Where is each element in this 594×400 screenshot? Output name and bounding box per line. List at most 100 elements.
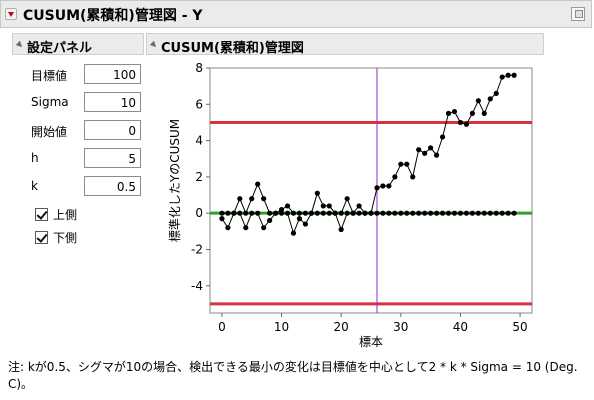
lower-series-point xyxy=(326,210,332,216)
lower-series-point xyxy=(493,210,499,216)
upper-series-point xyxy=(356,203,362,209)
upper-series-point xyxy=(386,183,392,189)
sigma-input[interactable] xyxy=(84,92,141,112)
upper-series-point xyxy=(416,147,422,153)
lower-series-point xyxy=(481,210,487,216)
upper-series-point xyxy=(433,152,440,158)
target-label: 目標値 xyxy=(31,69,68,83)
start-value-input[interactable] xyxy=(84,120,141,140)
upper-series-point xyxy=(493,90,499,97)
upper-series-point xyxy=(249,196,255,202)
lower-series-point xyxy=(272,210,279,216)
y-tick-label: 6 xyxy=(195,97,203,111)
lower-series-point xyxy=(392,210,398,216)
target-input[interactable] xyxy=(84,64,141,84)
lower-series-point xyxy=(487,210,493,216)
y-tick-label: 8 xyxy=(195,61,203,75)
upper-series-point xyxy=(267,210,273,216)
lower-series-point xyxy=(344,210,350,216)
upper-series-point xyxy=(261,196,267,202)
upper-checkbox-label: 上側 xyxy=(53,208,78,222)
lower-series-point xyxy=(284,210,291,216)
lower-series-point xyxy=(410,210,416,216)
lower-series-point xyxy=(296,216,303,222)
lower-series-point xyxy=(398,210,404,216)
lower-series-point xyxy=(380,210,386,216)
lower-series-point xyxy=(386,210,392,216)
x-tick-label: 10 xyxy=(274,320,289,334)
upper-series-point xyxy=(344,196,350,202)
upper-series-point xyxy=(380,183,386,189)
lower-series-point xyxy=(433,210,440,216)
x-tick-label: 40 xyxy=(453,320,468,334)
note-text: 注: kが0.5、シグマが10の場合、検出できる最小の変化は目標値を中心として2… xyxy=(8,360,578,391)
x-tick-label: 20 xyxy=(334,320,349,334)
upper-series-point xyxy=(314,190,320,196)
upper-series-point xyxy=(475,98,481,104)
lower-checkbox[interactable] xyxy=(35,231,48,244)
y-axis-label: 標準化したYのCUSUM xyxy=(167,119,182,242)
upper-series-point xyxy=(439,134,446,140)
upper-series-point xyxy=(296,210,303,216)
report-title: CUSUM(累積和)管理図 - Y xyxy=(23,8,203,24)
upper-series-point xyxy=(481,110,487,116)
lower-series-point xyxy=(445,210,452,216)
h-label: h xyxy=(31,151,39,165)
upper-series-point xyxy=(445,110,452,116)
upper-series-point xyxy=(398,161,404,167)
lower-series-point xyxy=(225,225,231,231)
lower-series-point xyxy=(374,210,380,216)
red-triangle-menu-icon[interactable] xyxy=(5,8,17,20)
y-tick-label: 2 xyxy=(195,170,203,184)
upper-series-point xyxy=(410,174,416,180)
lower-series-point xyxy=(439,210,446,216)
upper-checkbox[interactable] xyxy=(35,208,48,221)
lower-series-point xyxy=(249,210,255,216)
upper-series-point xyxy=(511,72,517,78)
lower-series-point xyxy=(320,210,326,216)
upper-series-point xyxy=(302,210,309,216)
y-tick-label: -4 xyxy=(191,279,203,293)
upper-series-point xyxy=(469,110,475,116)
chart-panel-header[interactable]: CUSUM(累積和)管理図 xyxy=(146,33,544,56)
lower-series-point xyxy=(332,210,338,216)
lower-series-point xyxy=(290,230,297,236)
upper-series-point xyxy=(225,210,231,216)
lower-series-point xyxy=(457,210,464,216)
report-title-bar: CUSUM(累積和)管理図 - Y xyxy=(0,0,592,28)
sigma-label: Sigma xyxy=(31,95,69,109)
lower-series-point xyxy=(451,210,458,216)
lower-series-point xyxy=(261,225,267,231)
upper-series-point xyxy=(457,119,464,126)
lower-series-point xyxy=(475,210,481,216)
lower-series-point xyxy=(308,210,314,216)
lower-series-point xyxy=(368,210,374,216)
lower-series-point xyxy=(231,210,237,216)
upper-series-point xyxy=(404,161,410,167)
lower-series-point xyxy=(362,210,368,216)
upper-series-point xyxy=(326,203,332,209)
lower-series-point xyxy=(314,210,320,216)
lower-checkbox-label: 下側 xyxy=(53,231,78,245)
x-axis-label: 標本 xyxy=(359,335,383,349)
pin-icon[interactable] xyxy=(571,7,585,21)
settings-panel-header[interactable]: 設定パネル xyxy=(12,33,144,56)
x-tick-label: 30 xyxy=(393,320,408,334)
disclosure-triangle-icon[interactable] xyxy=(15,40,25,50)
disclosure-triangle-icon[interactable] xyxy=(149,40,159,50)
upper-series-point xyxy=(278,206,285,213)
k-input[interactable] xyxy=(84,176,141,196)
y-tick-label: 4 xyxy=(195,134,203,148)
upper-series-point xyxy=(320,203,326,209)
settings-panel-title: 設定パネル xyxy=(27,41,93,56)
h-input[interactable] xyxy=(84,148,141,168)
upper-series-point xyxy=(255,181,261,187)
lower-series-point xyxy=(350,210,356,216)
lower-series-point xyxy=(499,210,505,216)
lower-series-point xyxy=(338,226,344,233)
lower-series-point xyxy=(267,217,273,224)
lower-series-point xyxy=(505,210,511,216)
upper-series-point xyxy=(284,203,291,209)
lower-series-point xyxy=(416,210,422,216)
lower-series-point xyxy=(422,210,428,216)
